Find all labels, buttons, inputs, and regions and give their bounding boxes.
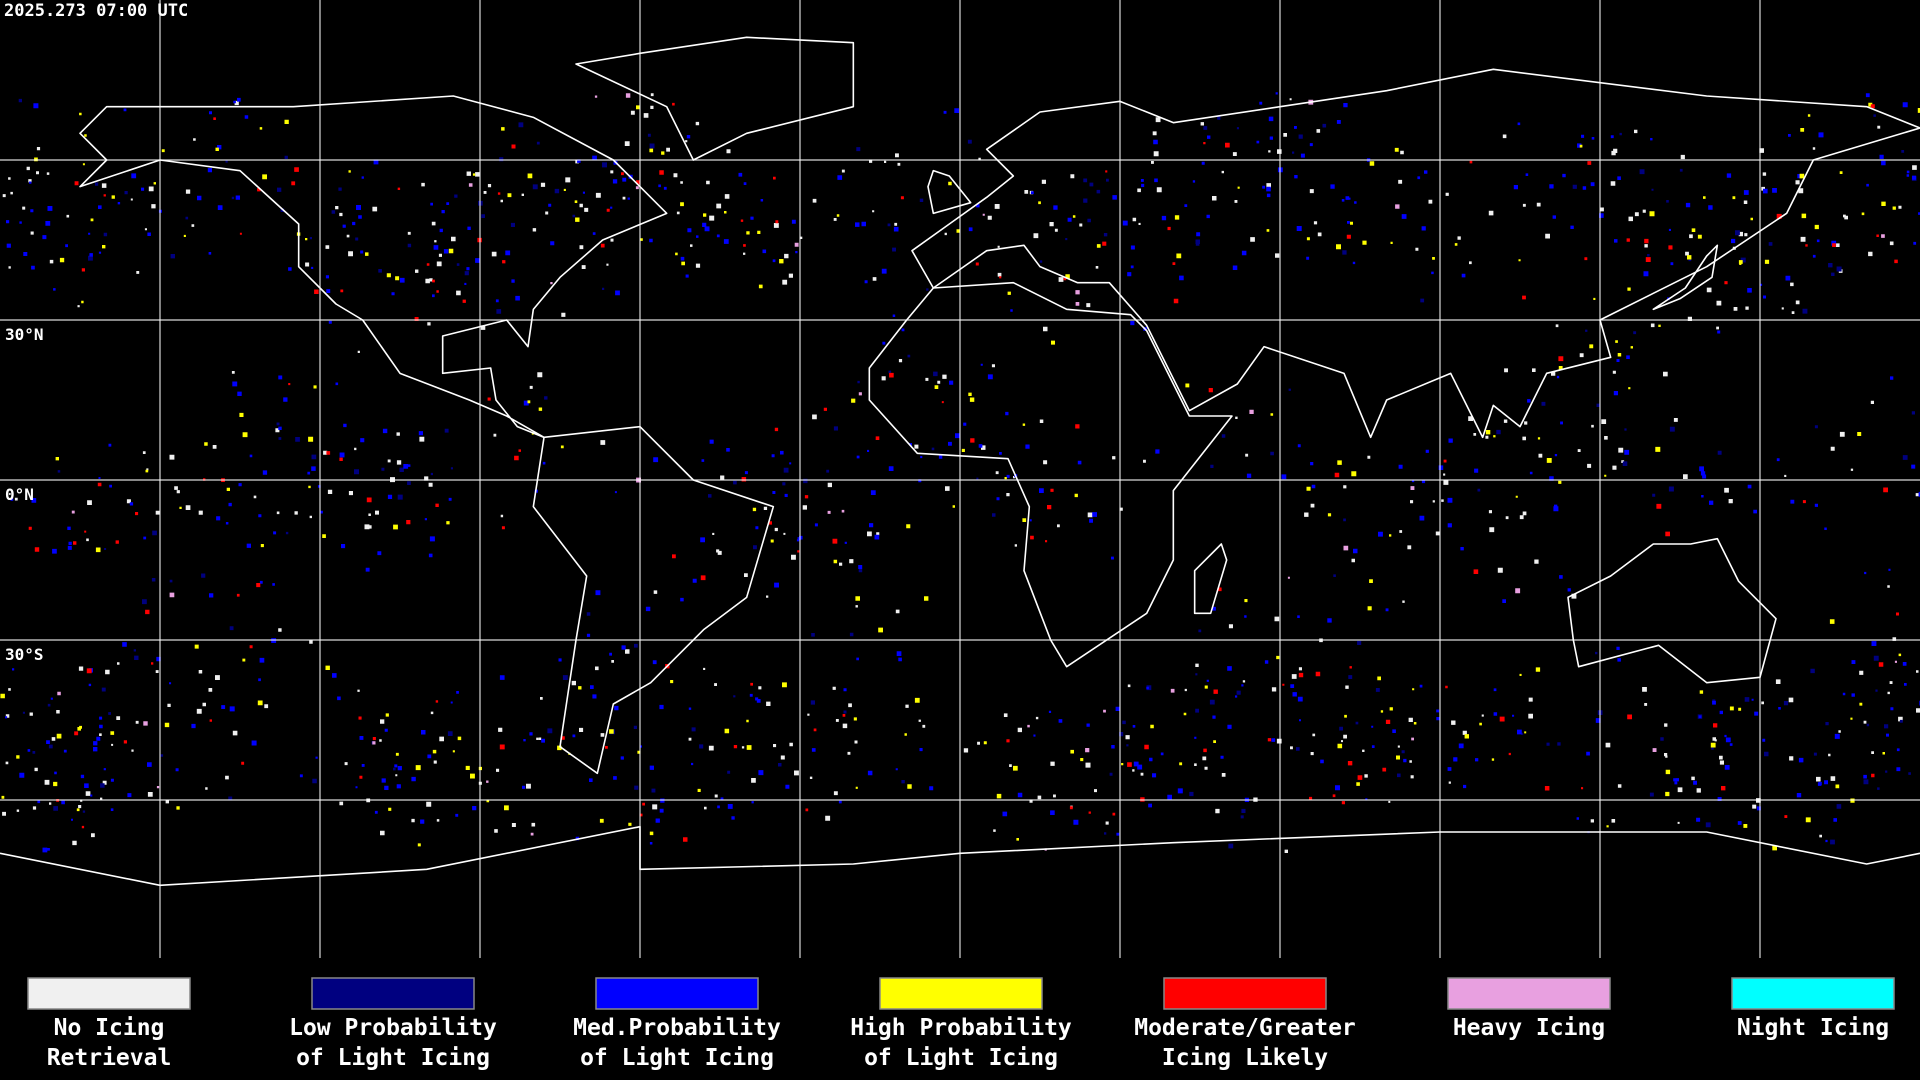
legend-label: of Light Icing	[580, 1045, 774, 1071]
antarctica	[0, 827, 1920, 886]
legend-label: Med.Probability	[573, 1015, 781, 1041]
legend-label: Heavy Icing	[1453, 1015, 1605, 1041]
legend-swatch	[1731, 977, 1895, 1010]
africa	[869, 283, 1232, 667]
north-america	[80, 96, 667, 437]
legend-swatch	[1163, 977, 1327, 1010]
legend-label: Moderate/Greater	[1134, 1015, 1356, 1041]
latitude-label: 30°S	[5, 645, 44, 664]
legend-label: Retrieval	[47, 1045, 172, 1071]
legend-label: High Probability	[850, 1015, 1072, 1041]
legend-swatch	[879, 977, 1043, 1010]
madagascar	[1195, 544, 1227, 613]
coastlines	[0, 37, 1920, 885]
south-america	[533, 427, 773, 774]
latitude-label: 30°N	[5, 325, 44, 344]
legend-label: of Light Icing	[296, 1045, 490, 1071]
graticule	[0, 0, 1920, 958]
legend-label: Night Icing	[1737, 1015, 1889, 1041]
legend-swatch	[27, 977, 191, 1010]
legend: No Icing Retrieval Low Probability of Light…	[27, 977, 1895, 1071]
legend-swatch	[311, 977, 475, 1010]
legend-label: of Light Icing	[864, 1045, 1058, 1071]
legend-label: Icing Likely	[1162, 1045, 1328, 1071]
britain	[928, 171, 971, 214]
eurasia	[912, 69, 1920, 437]
legend-label: No Icing	[54, 1015, 165, 1041]
australia	[1568, 539, 1776, 683]
legend-label: Low Probability	[289, 1015, 497, 1041]
latitude-label: 0°N	[5, 485, 34, 504]
greenland	[576, 37, 853, 160]
timestamp: 2025.273 07:00 UTC	[4, 1, 188, 21]
japan	[1653, 245, 1717, 309]
legend-swatch	[595, 977, 759, 1010]
legend-swatch	[1447, 977, 1611, 1010]
